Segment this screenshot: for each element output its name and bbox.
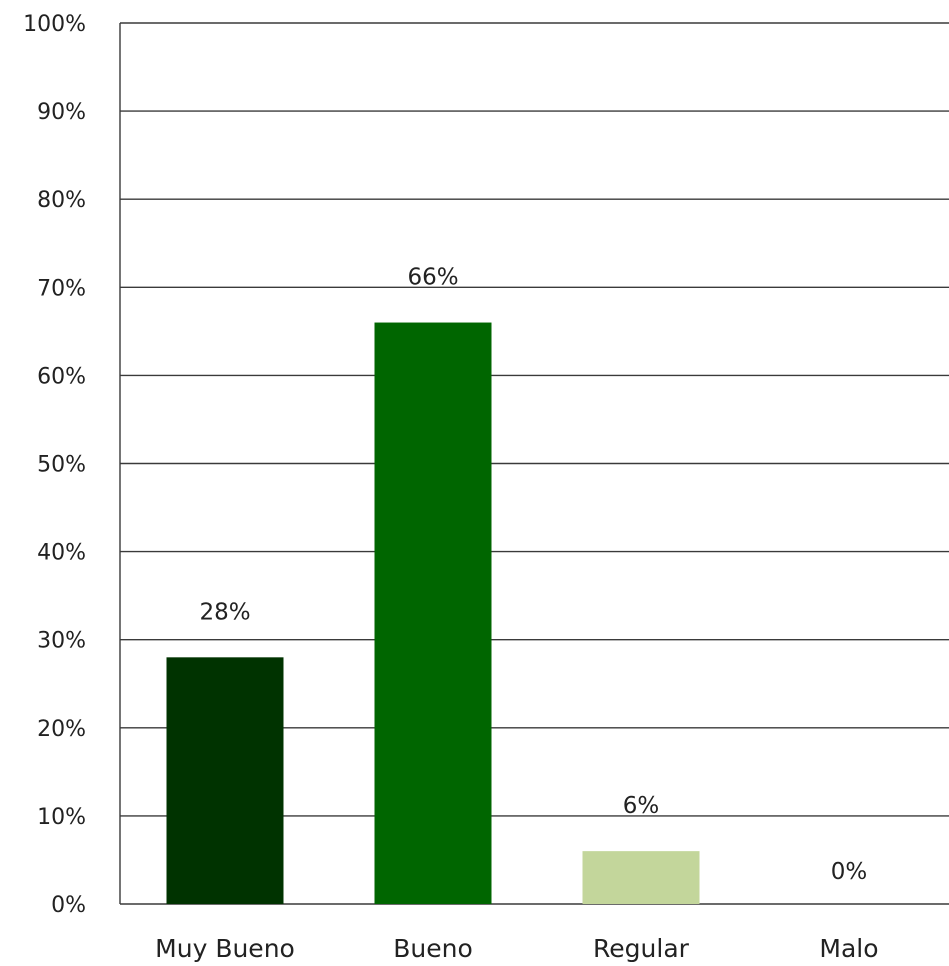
y-tick-label: 10% bbox=[37, 805, 86, 830]
y-tick-label: 30% bbox=[37, 629, 86, 654]
y-tick-label: 80% bbox=[37, 188, 86, 213]
data-label: 66% bbox=[407, 265, 458, 291]
data-label: 0% bbox=[831, 859, 868, 885]
bar-muy-bueno bbox=[166, 657, 284, 904]
y-tick-label: 50% bbox=[37, 453, 86, 478]
x-category-label: Muy Bueno bbox=[155, 934, 295, 963]
y-tick-label: 100% bbox=[23, 12, 86, 37]
y-tick-label: 60% bbox=[37, 364, 86, 389]
x-axis-category-labels: Muy Bueno Bueno Regular Malo bbox=[155, 934, 878, 963]
x-category-label: Bueno bbox=[393, 934, 473, 963]
bars bbox=[166, 322, 700, 904]
y-tick-label: 20% bbox=[37, 717, 86, 742]
y-tick-label: 40% bbox=[37, 541, 86, 566]
y-tick-label: 90% bbox=[37, 100, 86, 125]
data-label: 6% bbox=[623, 793, 660, 819]
y-tick-label: 0% bbox=[51, 893, 86, 918]
data-label: 28% bbox=[199, 599, 250, 625]
data-labels: 28% 66% 6% 0% bbox=[199, 265, 867, 885]
y-tick-label: 70% bbox=[37, 276, 86, 301]
bar-regular bbox=[582, 851, 700, 904]
x-category-label: Regular bbox=[593, 934, 690, 963]
y-axis-tick-labels: 0% 10% 20% 30% 40% 50% 60% 70% 80% 90% 100% bbox=[23, 12, 86, 918]
x-category-label: Malo bbox=[819, 934, 878, 963]
bar-bueno bbox=[374, 322, 492, 904]
